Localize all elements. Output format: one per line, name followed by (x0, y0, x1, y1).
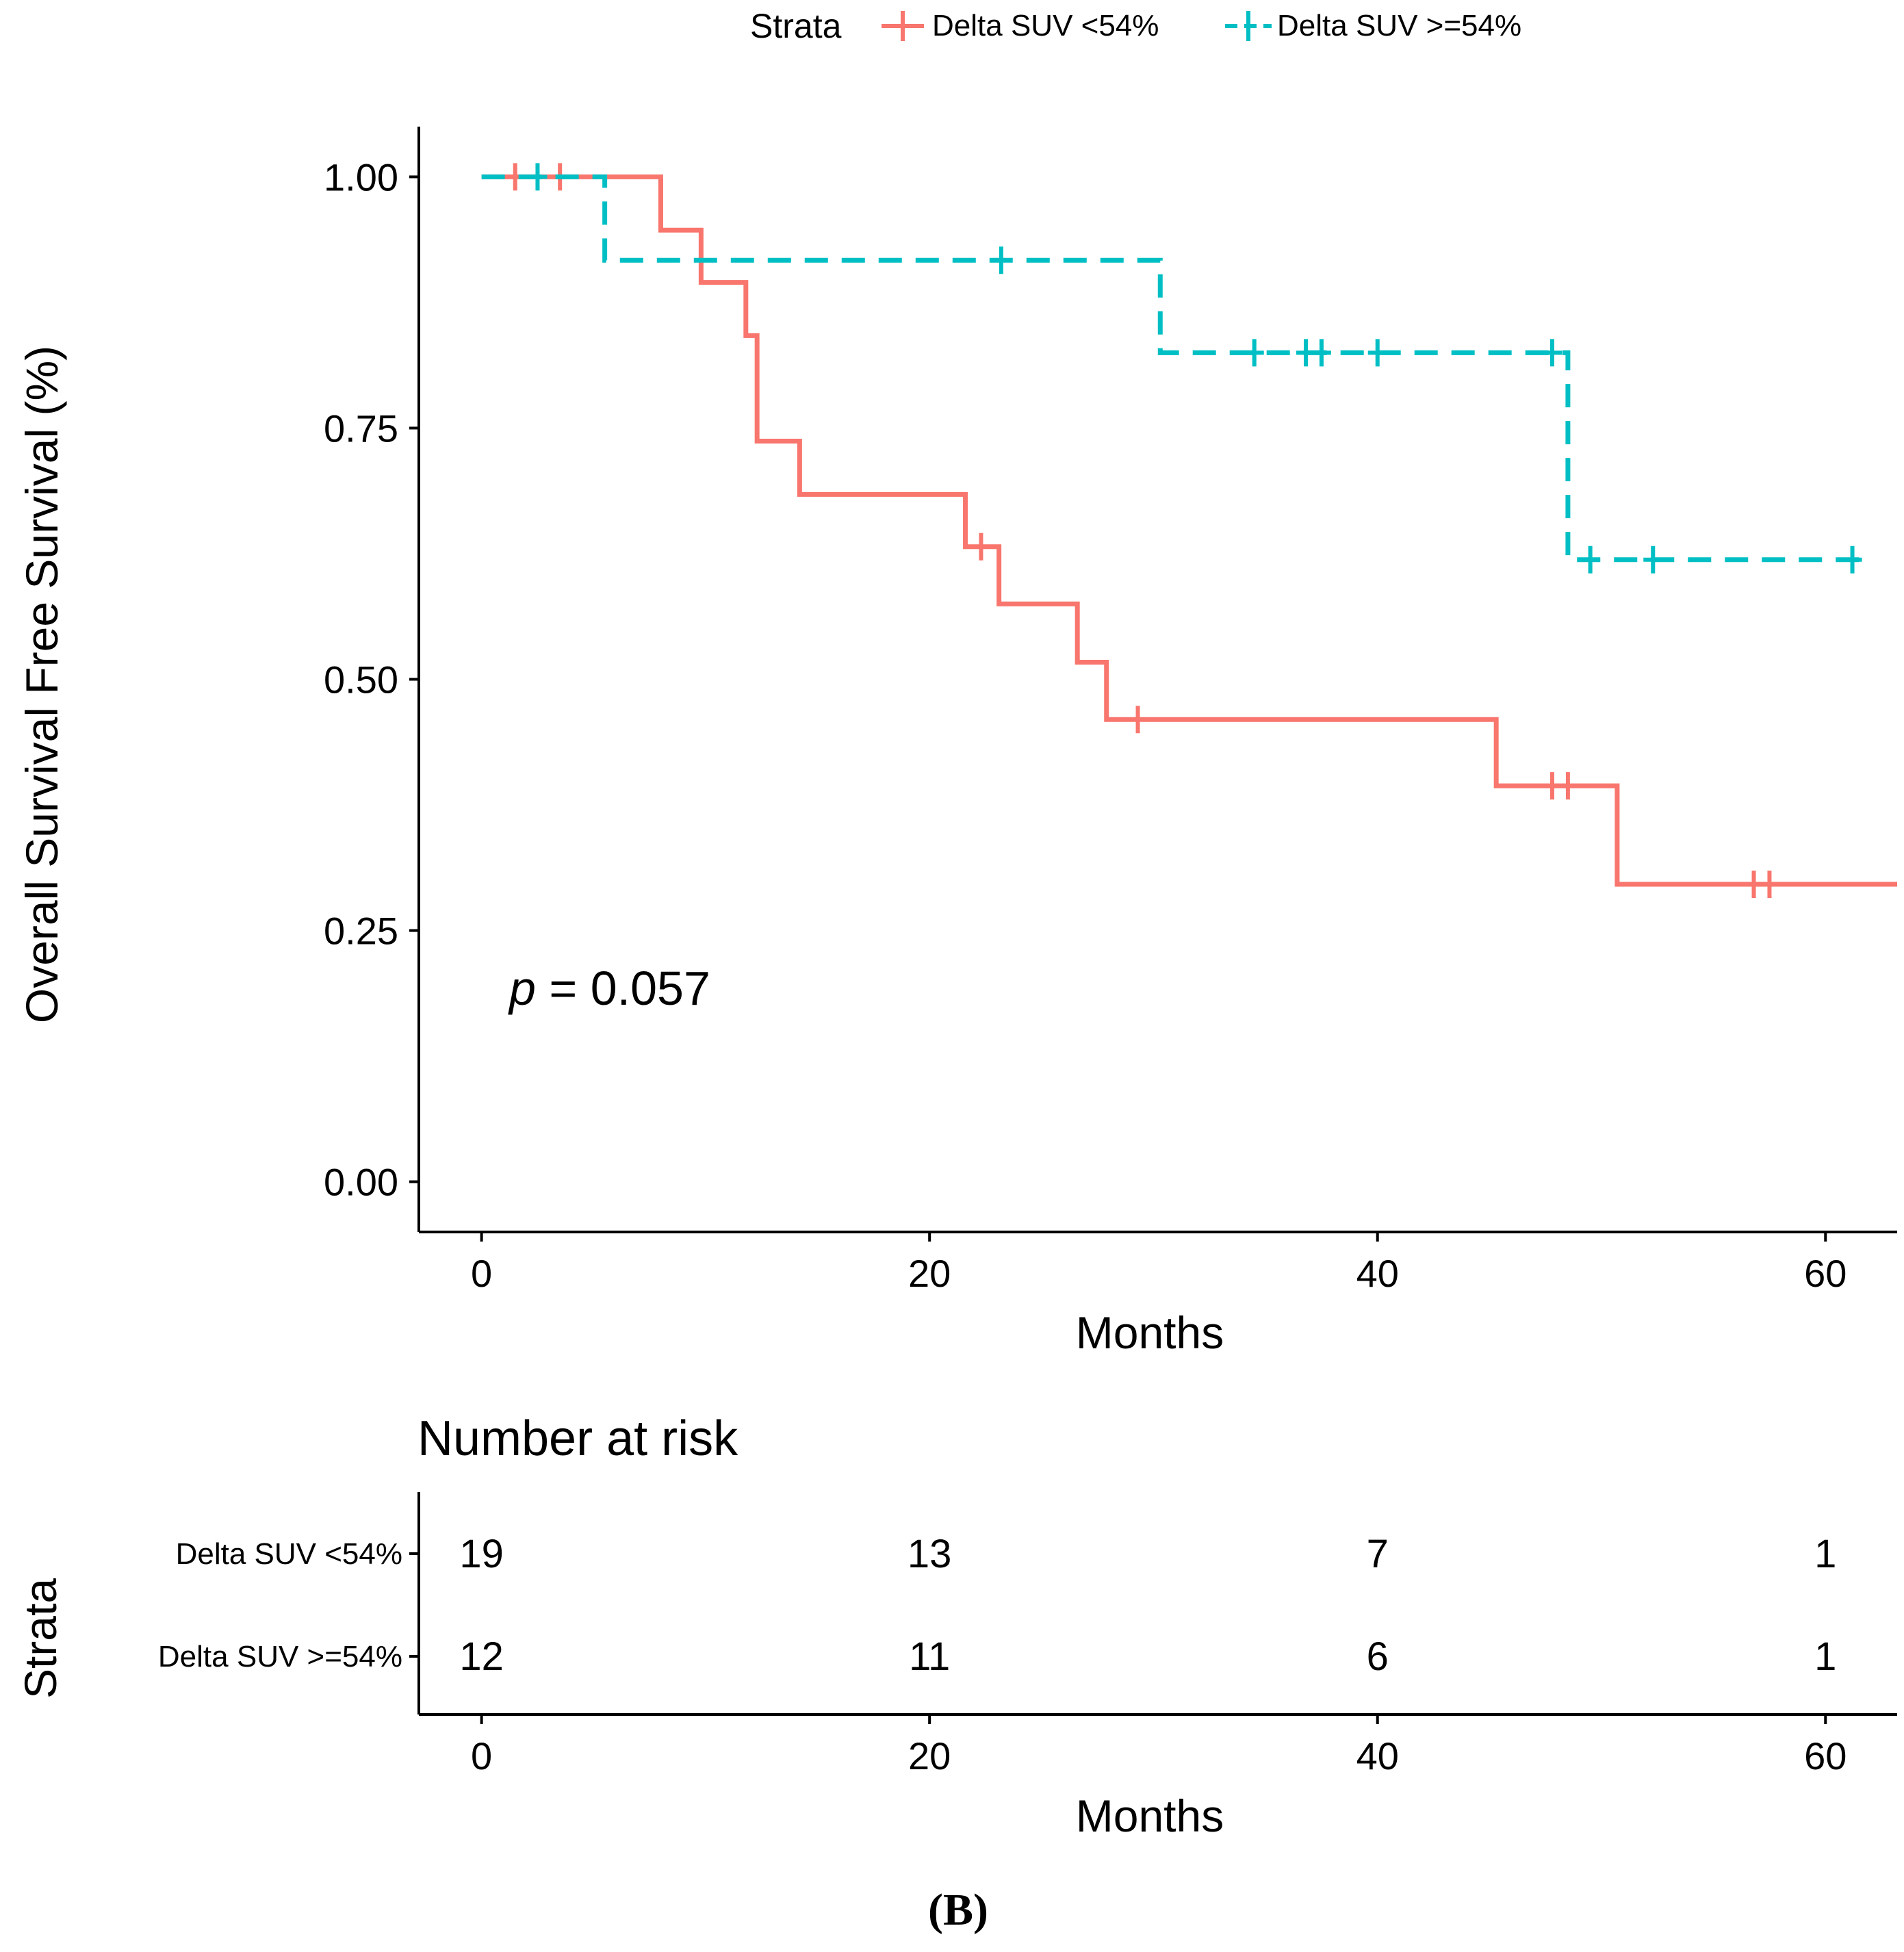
risk-cell: 19 (459, 1532, 504, 1576)
legend-label-high: Delta SUV >=54% (1277, 9, 1521, 42)
risk-table-x-label: Months (1076, 1790, 1224, 1841)
survival-curve-low (481, 174, 1897, 887)
legend: Strata Delta SUV <54% Delta SUV >=54% (750, 7, 1521, 45)
survival-axes: 0.00 0.25 0.50 0.75 1.00 0 20 40 60 (324, 127, 1897, 1295)
x-tick-label: 20 (908, 1252, 951, 1295)
survival-plot: 0.00 0.25 0.50 0.75 1.00 0 20 40 60 Months Overa… (16, 127, 1897, 1358)
y-tick-label: 0.75 (324, 407, 398, 450)
p-value-text: = 0.057 (536, 962, 710, 1015)
survival-curves (481, 163, 1897, 899)
y-tick-label: 0.50 (324, 658, 398, 702)
p-value-symbol: p (508, 962, 536, 1015)
risk-row-label: Delta SUV <54% (176, 1537, 402, 1571)
risk-cell: 13 (908, 1532, 952, 1576)
x-tick-label: 0 (471, 1252, 492, 1295)
risk-cell: 7 (1367, 1532, 1389, 1576)
x-tick-label: 60 (1804, 1252, 1847, 1295)
risk-table-cells: Delta SUV <54% 19 13 7 1 Delta SUV >=54% 12 11 6… (158, 1532, 1836, 1679)
risk-table-y-label: Strata (15, 1578, 66, 1699)
legend-title: Strata (750, 7, 842, 45)
legend-label-low: Delta SUV <54% (932, 9, 1159, 42)
y-axis-label: Overall Survival Free Survival (%) (16, 346, 67, 1023)
risk-x-tick-label: 40 (1356, 1734, 1399, 1777)
risk-table: Number at risk 0 20 40 60 Delta SUV <54% 19 1… (15, 1411, 1897, 1841)
risk-row-label: Delta SUV >=54% (158, 1640, 402, 1673)
risk-cell: 12 (459, 1634, 504, 1679)
risk-cell: 11 (909, 1634, 950, 1679)
x-axis-label: Months (1076, 1307, 1224, 1358)
y-tick-label: 1.00 (324, 155, 398, 198)
risk-x-tick-label: 60 (1804, 1734, 1847, 1777)
risk-cell: 1 (1814, 1532, 1836, 1576)
risk-cell: 1 (1814, 1634, 1836, 1679)
x-tick-label: 40 (1356, 1252, 1399, 1295)
p-value-annotation: p = 0.057 (508, 962, 710, 1015)
risk-table-axes: 0 20 40 60 (409, 1492, 1897, 1777)
risk-x-tick-label: 20 (908, 1734, 951, 1777)
panel-label: (B) (928, 1885, 988, 1935)
risk-x-tick-label: 0 (471, 1734, 492, 1777)
y-tick-label: 0.25 (324, 910, 398, 953)
risk-table-title: Number at risk (417, 1411, 738, 1466)
risk-cell: 6 (1367, 1634, 1389, 1679)
y-tick-label: 0.00 (324, 1161, 398, 1204)
